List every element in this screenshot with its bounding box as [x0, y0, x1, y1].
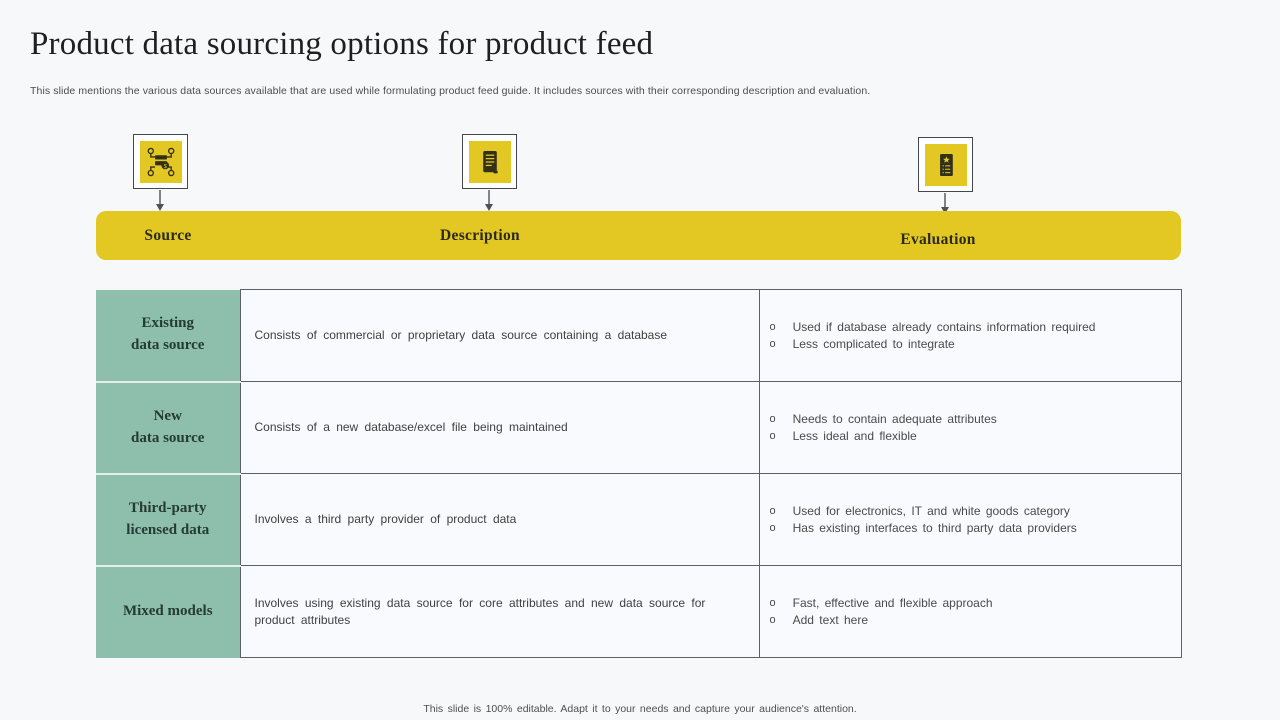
sourcing-options-table: Existing data source Consists of commerc… — [96, 289, 1182, 658]
evaluation-icon-box — [918, 137, 973, 192]
page-title: Product data sourcing options for produc… — [30, 26, 654, 62]
evaluation-cell: Needs to contain adequate attributes Les… — [758, 381, 1182, 474]
description-cell: Involves using existing data source for … — [239, 565, 760, 658]
description-icon-box — [462, 134, 517, 189]
evaluation-cell: Used if database already contains inform… — [758, 289, 1182, 382]
source-icon-box: $ — [133, 134, 188, 189]
evaluation-bullet: Less complicated to integrate — [770, 336, 1171, 353]
arrow-down-icon — [483, 190, 495, 212]
svg-text:$: $ — [163, 163, 166, 169]
row-header: New data source — [96, 381, 240, 475]
evaluation-bullet: Fast, effective and flexible approach — [770, 595, 1171, 612]
evaluation-cell: Fast, effective and flexible approach Ad… — [758, 565, 1182, 658]
evaluation-bullet: Used for electronics, IT and white goods… — [770, 503, 1171, 520]
row-header: Existing data source — [96, 289, 240, 383]
description-cell: Involves a third party provider of produ… — [239, 473, 760, 566]
data-source-network-icon: $ — [139, 140, 182, 183]
column-header-evaluation: Evaluation — [900, 231, 976, 248]
evaluation-checklist-icon — [924, 143, 967, 186]
evaluation-bullet: Add text here — [770, 612, 1171, 629]
evaluation-bullet: Has existing interfaces to third party d… — [770, 520, 1171, 537]
arrow-down-icon — [939, 193, 951, 215]
slide-footer-note: This slide is 100% editable. Adapt it to… — [423, 703, 857, 715]
table-row: New data source Consists of a new databa… — [96, 381, 1182, 475]
column-header-description: Description — [440, 227, 520, 244]
table-row: Third-party licensed data Involves a thi… — [96, 473, 1182, 567]
arrow-down-icon — [154, 190, 166, 212]
document-lines-icon — [468, 140, 511, 183]
row-header: Third-party licensed data — [96, 473, 240, 567]
evaluation-bullet: Less ideal and flexible — [770, 428, 1171, 445]
description-cell: Consists of a new database/excel file be… — [239, 381, 760, 474]
evaluation-bullet: Used if database already contains inform… — [770, 319, 1171, 336]
column-header-source: Source — [144, 227, 192, 244]
row-header: Mixed models — [96, 565, 240, 658]
table-row: Mixed models Involves using existing dat… — [96, 565, 1182, 658]
table-row: Existing data source Consists of commerc… — [96, 289, 1182, 383]
table-header-bar: Source Description Evaluation — [96, 211, 1181, 260]
evaluation-bullet: Needs to contain adequate attributes — [770, 411, 1171, 428]
description-cell: Consists of commercial or proprietary da… — [239, 289, 760, 382]
evaluation-cell: Used for electronics, IT and white goods… — [758, 473, 1182, 566]
slide-subtitle: This slide mentions the various data sou… — [30, 85, 871, 97]
